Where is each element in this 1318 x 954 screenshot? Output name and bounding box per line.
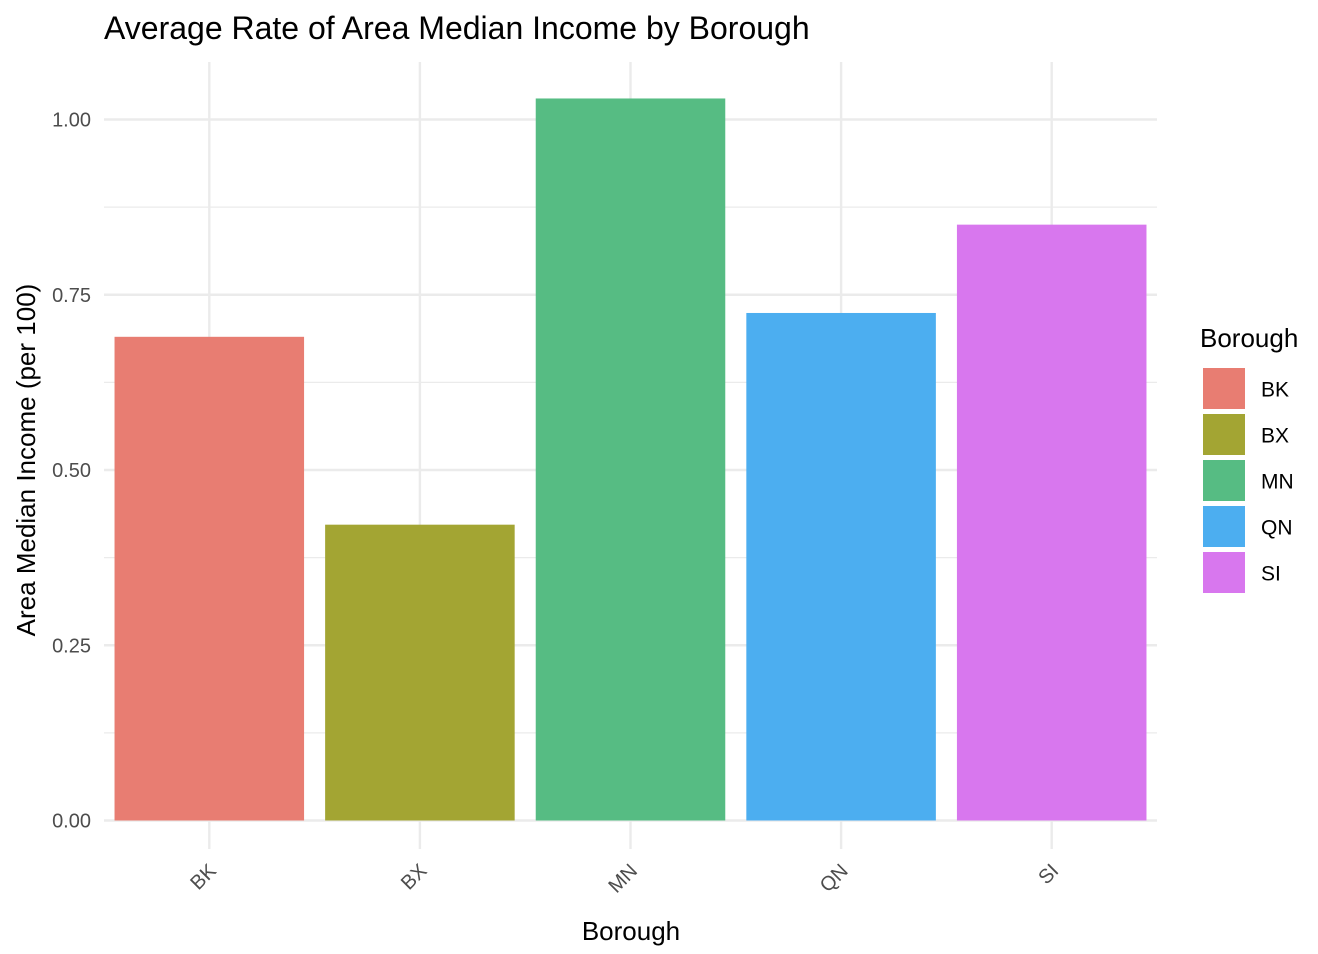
y-tick-label: 1.00 xyxy=(52,110,91,132)
legend-title: Borough xyxy=(1200,323,1298,353)
x-tick-label: MN xyxy=(604,860,642,898)
bar-qn xyxy=(746,312,936,821)
y-tick-label: 0.25 xyxy=(52,635,91,657)
y-axis-ticks: 0.00 0.25 0.50 0.75 1.00 xyxy=(52,110,91,833)
y-tick-label: 0.00 xyxy=(52,811,91,833)
y-tick-label: 0.50 xyxy=(52,460,91,482)
chart-title: Average Rate of Area Median Income by Bo… xyxy=(104,10,810,46)
legend-label: BK xyxy=(1261,379,1289,402)
bar-mn xyxy=(535,98,726,821)
y-tick-label: 0.75 xyxy=(52,285,91,307)
bar-bk xyxy=(114,336,305,821)
x-axis-title: Borough xyxy=(582,916,680,946)
legend-key-bx xyxy=(1203,414,1245,455)
legend-label: MN xyxy=(1261,471,1294,494)
legend-key-mn xyxy=(1203,460,1245,501)
x-tick-label: QN xyxy=(816,860,853,897)
x-axis-ticks: BK BX MN QN SI xyxy=(186,860,1063,898)
legend: Borough BK BX MN QN SI xyxy=(1200,323,1298,593)
bar-si xyxy=(956,224,1147,821)
legend-label: BX xyxy=(1261,425,1289,448)
legend-label: SI xyxy=(1261,563,1281,586)
y-axis-title: Area Median Income (per 100) xyxy=(11,284,41,637)
bars xyxy=(114,98,1147,821)
legend-key-qn xyxy=(1203,506,1245,547)
legend-key-si xyxy=(1203,552,1245,593)
bar-bx xyxy=(325,524,515,821)
legend-label: QN xyxy=(1261,517,1293,540)
legend-key-bk xyxy=(1203,368,1245,409)
x-tick-label: SI xyxy=(1034,860,1063,889)
x-tick-label: BX xyxy=(397,860,431,894)
x-tick-label: BK xyxy=(186,860,221,895)
